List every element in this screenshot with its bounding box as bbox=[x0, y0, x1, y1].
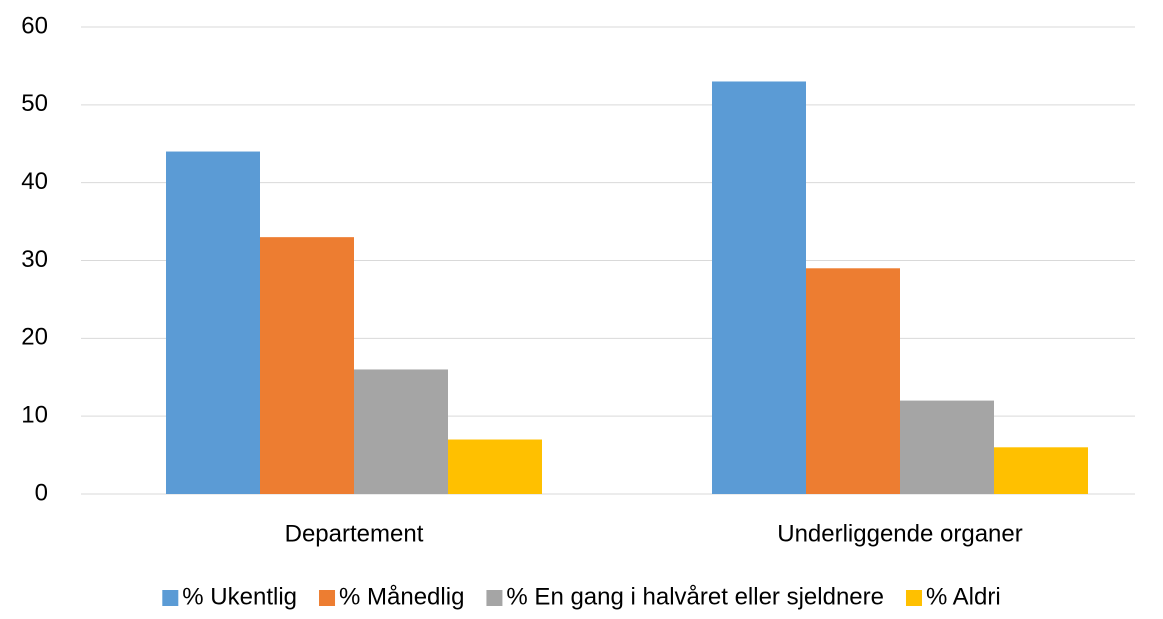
y-tick-label: 0 bbox=[35, 479, 48, 506]
bar bbox=[994, 447, 1088, 494]
y-tick-label: 10 bbox=[21, 402, 48, 429]
bar bbox=[712, 81, 806, 494]
x-tick-label: Underliggende organer bbox=[777, 520, 1023, 547]
y-tick-label: 20 bbox=[21, 324, 48, 351]
legend-swatch bbox=[319, 590, 336, 606]
bar bbox=[166, 151, 260, 495]
y-tick-label: 60 bbox=[21, 12, 48, 39]
x-tick-label: Departement bbox=[285, 520, 424, 547]
legend-label: % Ukentlig bbox=[182, 583, 297, 610]
y-tick-label: 40 bbox=[21, 168, 48, 195]
bar bbox=[448, 439, 542, 494]
legend-swatch bbox=[905, 590, 922, 606]
legend-label: % Aldri bbox=[926, 583, 1001, 610]
y-tick-label: 50 bbox=[21, 90, 48, 117]
bar bbox=[806, 268, 900, 494]
y-tick-label: 30 bbox=[21, 246, 48, 273]
legend-swatch bbox=[162, 590, 179, 606]
legend-label: % En gang i halvåret eller sjeldnere bbox=[506, 583, 884, 610]
legend-label: % Månedlig bbox=[339, 583, 464, 610]
legend-swatch bbox=[486, 590, 503, 606]
bar bbox=[260, 237, 354, 494]
bar bbox=[900, 400, 994, 494]
bar bbox=[354, 369, 448, 494]
